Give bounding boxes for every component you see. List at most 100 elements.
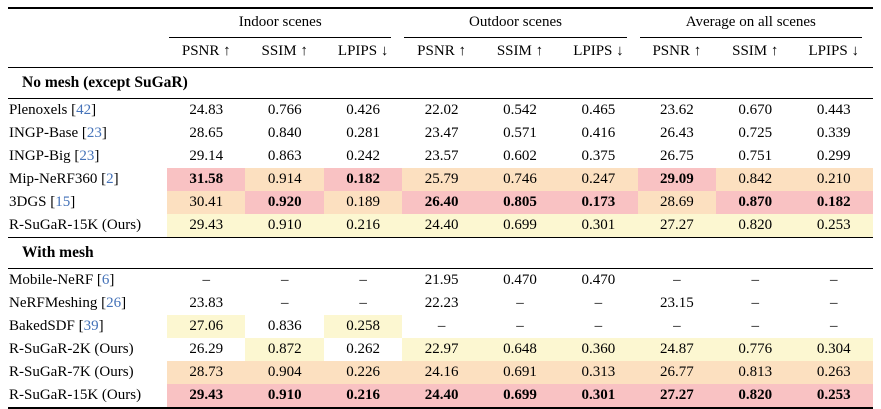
column-group-outdoor: Outdoor scenes: [402, 8, 637, 38]
metric-value: 23.47: [424, 125, 459, 141]
citation-link[interactable]: 23: [79, 148, 95, 164]
metric-value: 0.247: [559, 168, 638, 191]
metric-value: 26.75: [659, 148, 694, 164]
metric-value: 24.16: [402, 361, 481, 384]
metric-value: 28.73: [167, 361, 246, 384]
metric-value: –: [202, 272, 211, 288]
metric-value: 0.820: [716, 214, 795, 238]
table-row: INGP-Base [23] 28.65 0.840 0.281 23.47 0.571 0…: [8, 122, 873, 145]
table-row: R-SuGaR-7K (Ours) 28.73 0.904 0.226 24.16 0.6…: [8, 361, 873, 384]
metric-value: –: [673, 272, 681, 288]
section-header: No mesh (except SuGaR): [8, 67, 873, 99]
metric-header-lpips: LPIPS ↓: [559, 38, 638, 68]
metric-value: 26.43: [659, 125, 694, 141]
citation-link[interactable]: 39: [83, 318, 99, 334]
metric-value: 0.870: [716, 191, 795, 214]
metric-value: 23.83: [189, 295, 224, 311]
metric-value: 27.27: [637, 214, 717, 238]
metric-header-ssim: SSIM ↑: [480, 38, 560, 68]
table-row: R-SuGaR-15K (Ours) 29.43 0.910 0.216 24.40 0.…: [8, 384, 873, 408]
metric-value: 0.910: [245, 384, 324, 408]
method-name: INGP-Base [23]: [9, 125, 107, 141]
metric-value: 0.699: [480, 214, 560, 238]
metric-value: 0.182: [323, 168, 403, 191]
section-row: No mesh (except SuGaR): [8, 67, 873, 99]
citation-link[interactable]: 23: [86, 125, 102, 141]
column-group-average: Average on all scenes: [638, 8, 873, 38]
results-table-body: No mesh (except SuGaR) Plenoxels [42] 24.8…: [8, 67, 873, 408]
metric-header-row: PSNR ↑ SSIM ↑ LPIPS ↓ PSNR ↑ SSIM ↑ LPIP…: [8, 38, 873, 68]
column-group-indoor: Indoor scenes: [167, 8, 402, 38]
metric-value: 0.571: [503, 125, 537, 141]
column-group-label: Average on all scenes: [639, 9, 862, 38]
metric-value: 0.670: [738, 102, 773, 118]
metric-value: –: [516, 318, 524, 334]
results-table: Indoor scenes Outdoor scenes Average on …: [8, 7, 873, 409]
method-name: NeRFMeshing [26]: [9, 295, 127, 311]
citation-link[interactable]: 42: [76, 102, 92, 118]
metric-value: 0.304: [794, 338, 873, 361]
metric-value: 0.299: [816, 148, 851, 164]
metric-value: 29.43: [167, 214, 246, 238]
method-name: R-SuGaR-15K (Ours): [9, 387, 142, 403]
metric-value: 0.182: [794, 191, 873, 214]
metric-value: 0.339: [816, 125, 851, 141]
metric-header-ssim: SSIM ↑: [245, 38, 324, 68]
metric-value: –: [751, 272, 760, 288]
metric-value: –: [751, 295, 760, 311]
metric-value: –: [829, 272, 838, 288]
metric-value: 0.253: [794, 214, 873, 238]
table-row: R-SuGaR-15K (Ours) 29.43 0.910 0.216 24.40 0.…: [8, 214, 873, 238]
metric-value: 23.57: [424, 148, 459, 164]
column-group-label: Indoor scenes: [169, 9, 392, 38]
metric-value: 22.02: [424, 102, 459, 118]
metric-value: –: [594, 295, 603, 311]
metric-value: 30.41: [167, 191, 246, 214]
metric-value: 0.863: [267, 148, 302, 164]
metric-value: 23.15: [659, 295, 694, 311]
metric-value: 0.210: [794, 168, 873, 191]
metric-value: 0.725: [738, 125, 773, 141]
metric-value: 28.65: [189, 125, 224, 141]
metric-value: 0.470: [581, 272, 616, 288]
metric-value: 0.313: [559, 361, 638, 384]
metric-value: –: [437, 318, 446, 334]
citation-link[interactable]: 26: [106, 295, 122, 311]
metric-value: 0.910: [245, 214, 324, 238]
column-group-label: Outdoor scenes: [404, 9, 627, 38]
metric-value: 0.173: [559, 191, 638, 214]
metric-value: 0.920: [245, 191, 324, 214]
metric-value: 23.62: [659, 102, 694, 118]
metric-value: 0.836: [267, 318, 302, 334]
metric-value: 28.69: [637, 191, 717, 214]
metric-value: 0.262: [346, 341, 380, 357]
citation-link[interactable]: 6: [101, 272, 110, 288]
metric-value: –: [673, 318, 681, 334]
metric-value: 0.699: [480, 384, 560, 408]
metric-value: –: [359, 295, 367, 311]
metric-value: 0.766: [267, 102, 302, 118]
metric-value: 0.253: [794, 384, 873, 408]
metric-value: 24.83: [189, 102, 224, 118]
metric-value: 0.820: [716, 384, 795, 408]
method-name: Plenoxels [42]: [9, 102, 97, 118]
metric-value: 24.40: [402, 214, 481, 238]
citation-link[interactable]: 2: [106, 171, 114, 187]
metric-value: 0.776: [716, 338, 795, 361]
metric-value: 0.216: [323, 214, 403, 238]
table-row: Plenoxels [42] 24.83 0.766 0.426 22.02 0.542 0…: [8, 99, 873, 123]
metric-value: 22.23: [424, 295, 459, 311]
method-name: INGP-Big [23]: [9, 148, 100, 164]
metric-value: –: [829, 318, 838, 334]
table-row: R-SuGaR-2K (Ours) 26.29 0.872 0.262 22.97 0.6…: [8, 338, 873, 361]
metric-value: 26.77: [637, 361, 717, 384]
metric-value: 26.40: [402, 191, 481, 214]
citation-link[interactable]: 15: [55, 194, 71, 210]
metric-value: 0.416: [581, 125, 616, 141]
metric-header-psnr: PSNR ↑: [402, 38, 481, 68]
table-row: Mobile-NeRF [6] – – – 21.95 0.470 0.470 – – –: [8, 269, 873, 293]
metric-value: –: [829, 295, 838, 311]
metric-value: –: [751, 318, 760, 334]
metric-value: 0.426: [346, 102, 380, 118]
